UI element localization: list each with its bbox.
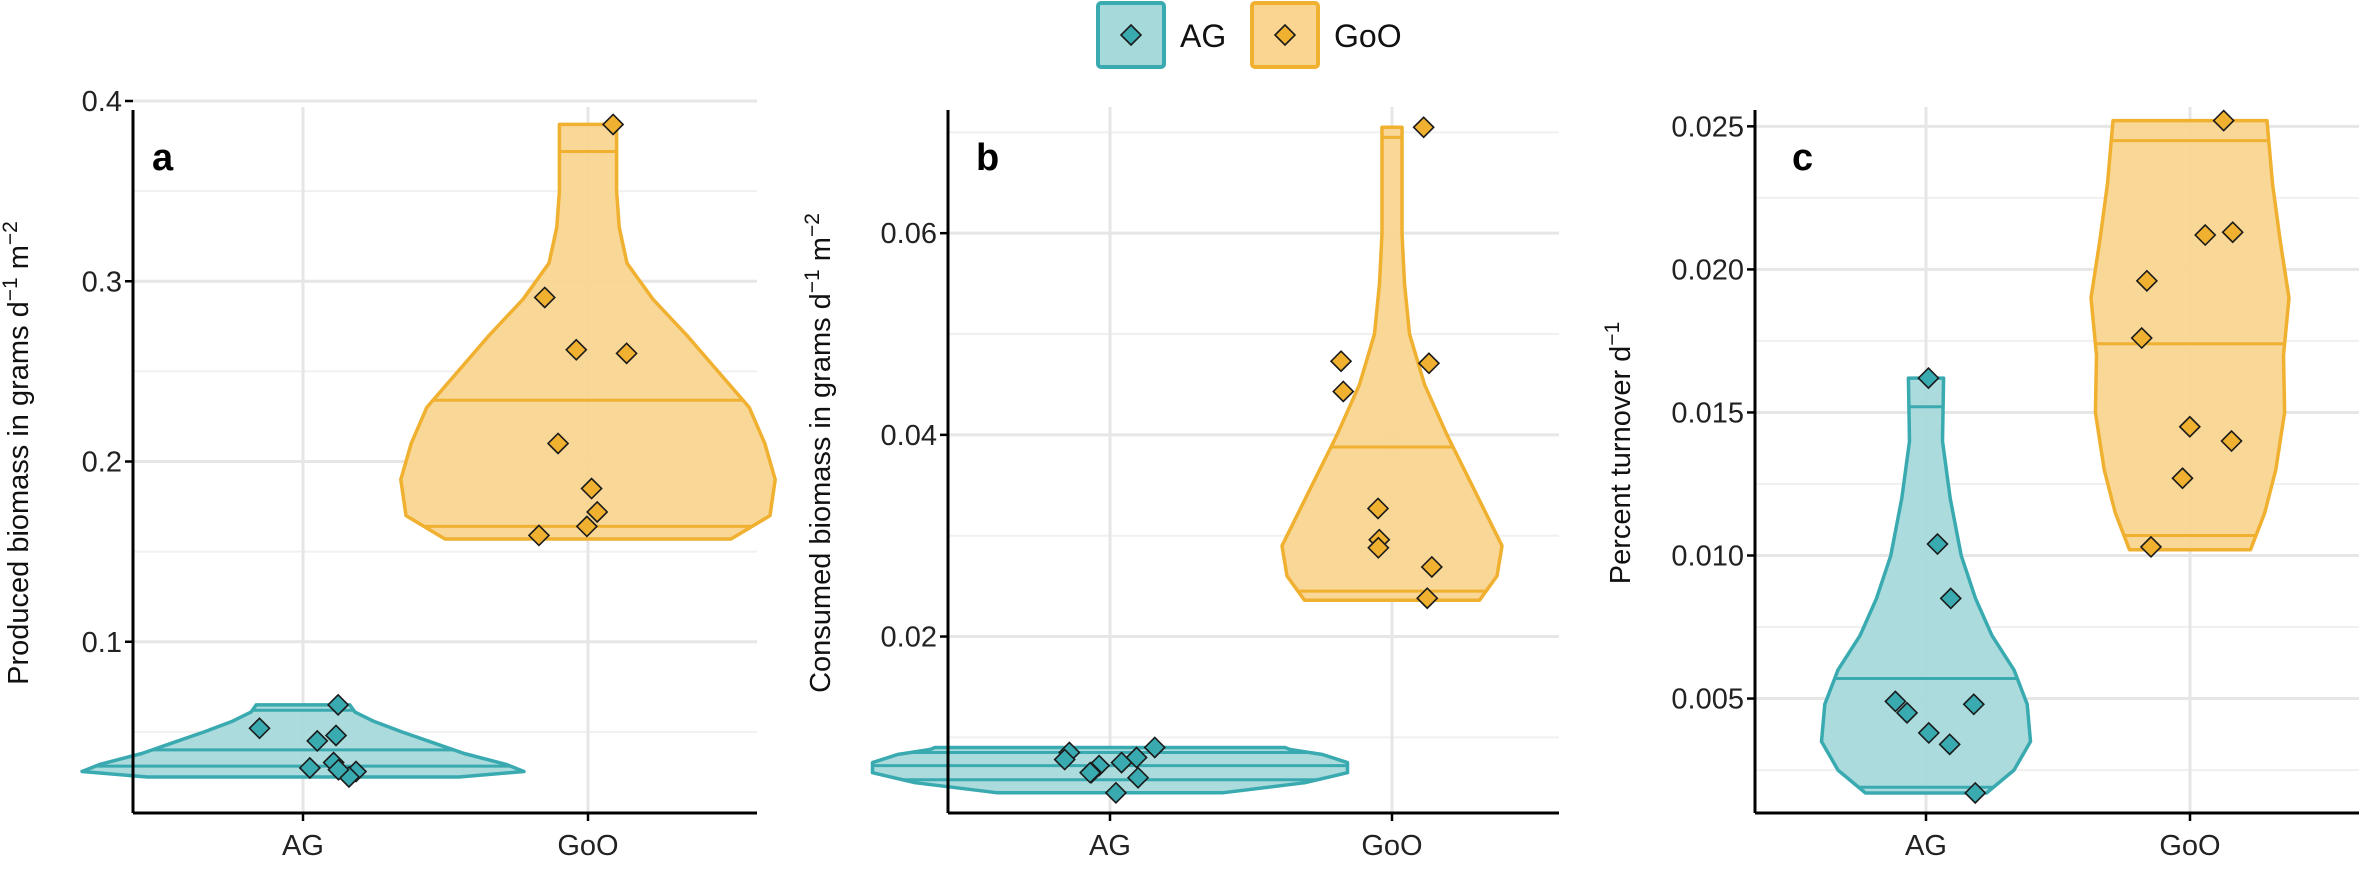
y-tick-label: 0.06 (881, 218, 937, 250)
violin-ag (870, 736, 1350, 804)
data-point (1917, 366, 1940, 390)
legend-label: GoO (1334, 18, 1402, 54)
data-point (580, 477, 603, 500)
legend-label: AG (1180, 18, 1226, 54)
violin-body (1280, 125, 1504, 602)
data-point (1926, 532, 1949, 556)
data-point (2139, 535, 2163, 559)
data-point (324, 724, 348, 747)
data-point (1938, 733, 1961, 756)
y-tick-label: 0.010 (1671, 541, 1744, 573)
violin-body (870, 745, 1350, 795)
y-tick-label: 0.02 (881, 622, 937, 654)
data-point (1104, 781, 1128, 804)
data-point (575, 515, 599, 538)
y-axis-title: Percent turnover d−1 (1601, 322, 1638, 585)
data-point (1964, 781, 1987, 805)
data-point (1329, 350, 1353, 373)
x-tick-label: GoO (1361, 830, 1422, 862)
violin-body (2089, 118, 2291, 552)
x-tick-label: GoO (557, 830, 618, 862)
violin-goo (399, 113, 777, 547)
panel-label: b (976, 137, 999, 179)
data-point (601, 113, 625, 136)
legend-item-goo: GoO (1250, 1, 1402, 69)
violin-goo (2089, 109, 2291, 559)
x-tick-label: AG (282, 830, 324, 862)
data-point (1939, 587, 1962, 610)
data-point (565, 338, 588, 361)
y-tick-label: 0.020 (1671, 254, 1744, 286)
data-point (1143, 736, 1166, 759)
x-tick-label: GoO (2159, 830, 2220, 862)
data-point (527, 524, 551, 547)
y-axis-title: Consumed biomass in grams d−1 m−2 (801, 213, 838, 693)
data-point (2220, 429, 2243, 453)
data-point (1895, 701, 1919, 724)
data-point (2212, 109, 2235, 132)
data-point (1079, 761, 1102, 784)
violin-body (399, 122, 777, 541)
y-tick-label: 0.4 (82, 86, 122, 118)
data-point (1332, 380, 1355, 403)
data-point (1917, 721, 1940, 745)
data-point (2130, 326, 2153, 350)
violin-body (80, 703, 526, 779)
data-point (615, 342, 638, 365)
data-point (1053, 748, 1076, 771)
violin-body (1819, 376, 2033, 795)
data-point (306, 729, 329, 753)
legend-item-ag: AG (1096, 1, 1226, 69)
data-point (1126, 766, 1150, 789)
data-point (298, 756, 321, 780)
data-point (2135, 269, 2159, 292)
data-point (326, 693, 350, 716)
violin-ag (1819, 366, 2033, 805)
data-point (1416, 587, 1439, 610)
panels: 0.1 0.2 0.3 0.4 AG GoO Produced biomass in gra… (0, 86, 2359, 862)
panel-label: a (152, 137, 174, 179)
data-point (546, 432, 570, 455)
panel-label: c (1792, 137, 1813, 179)
data-point (533, 286, 556, 309)
data-point (1110, 751, 1133, 774)
data-point (2221, 221, 2244, 244)
data-point (586, 500, 609, 524)
y-tick-label: 0.2 (82, 447, 122, 479)
data-point (1884, 690, 1907, 713)
data-point (2194, 223, 2217, 247)
legend-key-diamond (1119, 23, 1143, 47)
data-point (248, 717, 271, 740)
data-point (1962, 693, 1985, 716)
x-tick-label: AG (1089, 830, 1131, 862)
violin-goo (1280, 116, 1504, 610)
y-tick-label: 0.04 (881, 420, 937, 452)
y-tick-label: 0.005 (1671, 684, 1744, 716)
data-point (2178, 415, 2201, 438)
violin-ag (80, 693, 526, 789)
data-point (2171, 467, 2194, 490)
y-tick-label: 0.025 (1671, 111, 1744, 143)
y-axis-title: Produced biomass in grams d−1 m−2 (0, 221, 35, 685)
data-point (1420, 555, 1443, 579)
data-point (1366, 497, 1390, 520)
data-point (1417, 352, 1441, 375)
legend-key-diamond (1273, 23, 1297, 47)
panel-c: 0.005 0.010 0.015 0.020 0.025 AG GoO Percent tu… (1601, 107, 2359, 862)
y-tick-label: 0.015 (1671, 397, 1744, 429)
x-tick-label: AG (1905, 830, 1947, 862)
data-point (327, 758, 350, 781)
legend: AG GoO (1096, 1, 1402, 69)
y-tick-label: 0.1 (82, 627, 122, 659)
y-tick-label: 0.3 (82, 266, 122, 298)
data-point (1412, 116, 1435, 139)
panel-a: 0.1 0.2 0.3 0.4 AG GoO Produced biomass in gra… (0, 86, 777, 862)
data-point (1367, 536, 1390, 559)
panel-b: 0.02 0.04 0.06 AG GoO Consumed biomass in gra… (801, 107, 1559, 862)
